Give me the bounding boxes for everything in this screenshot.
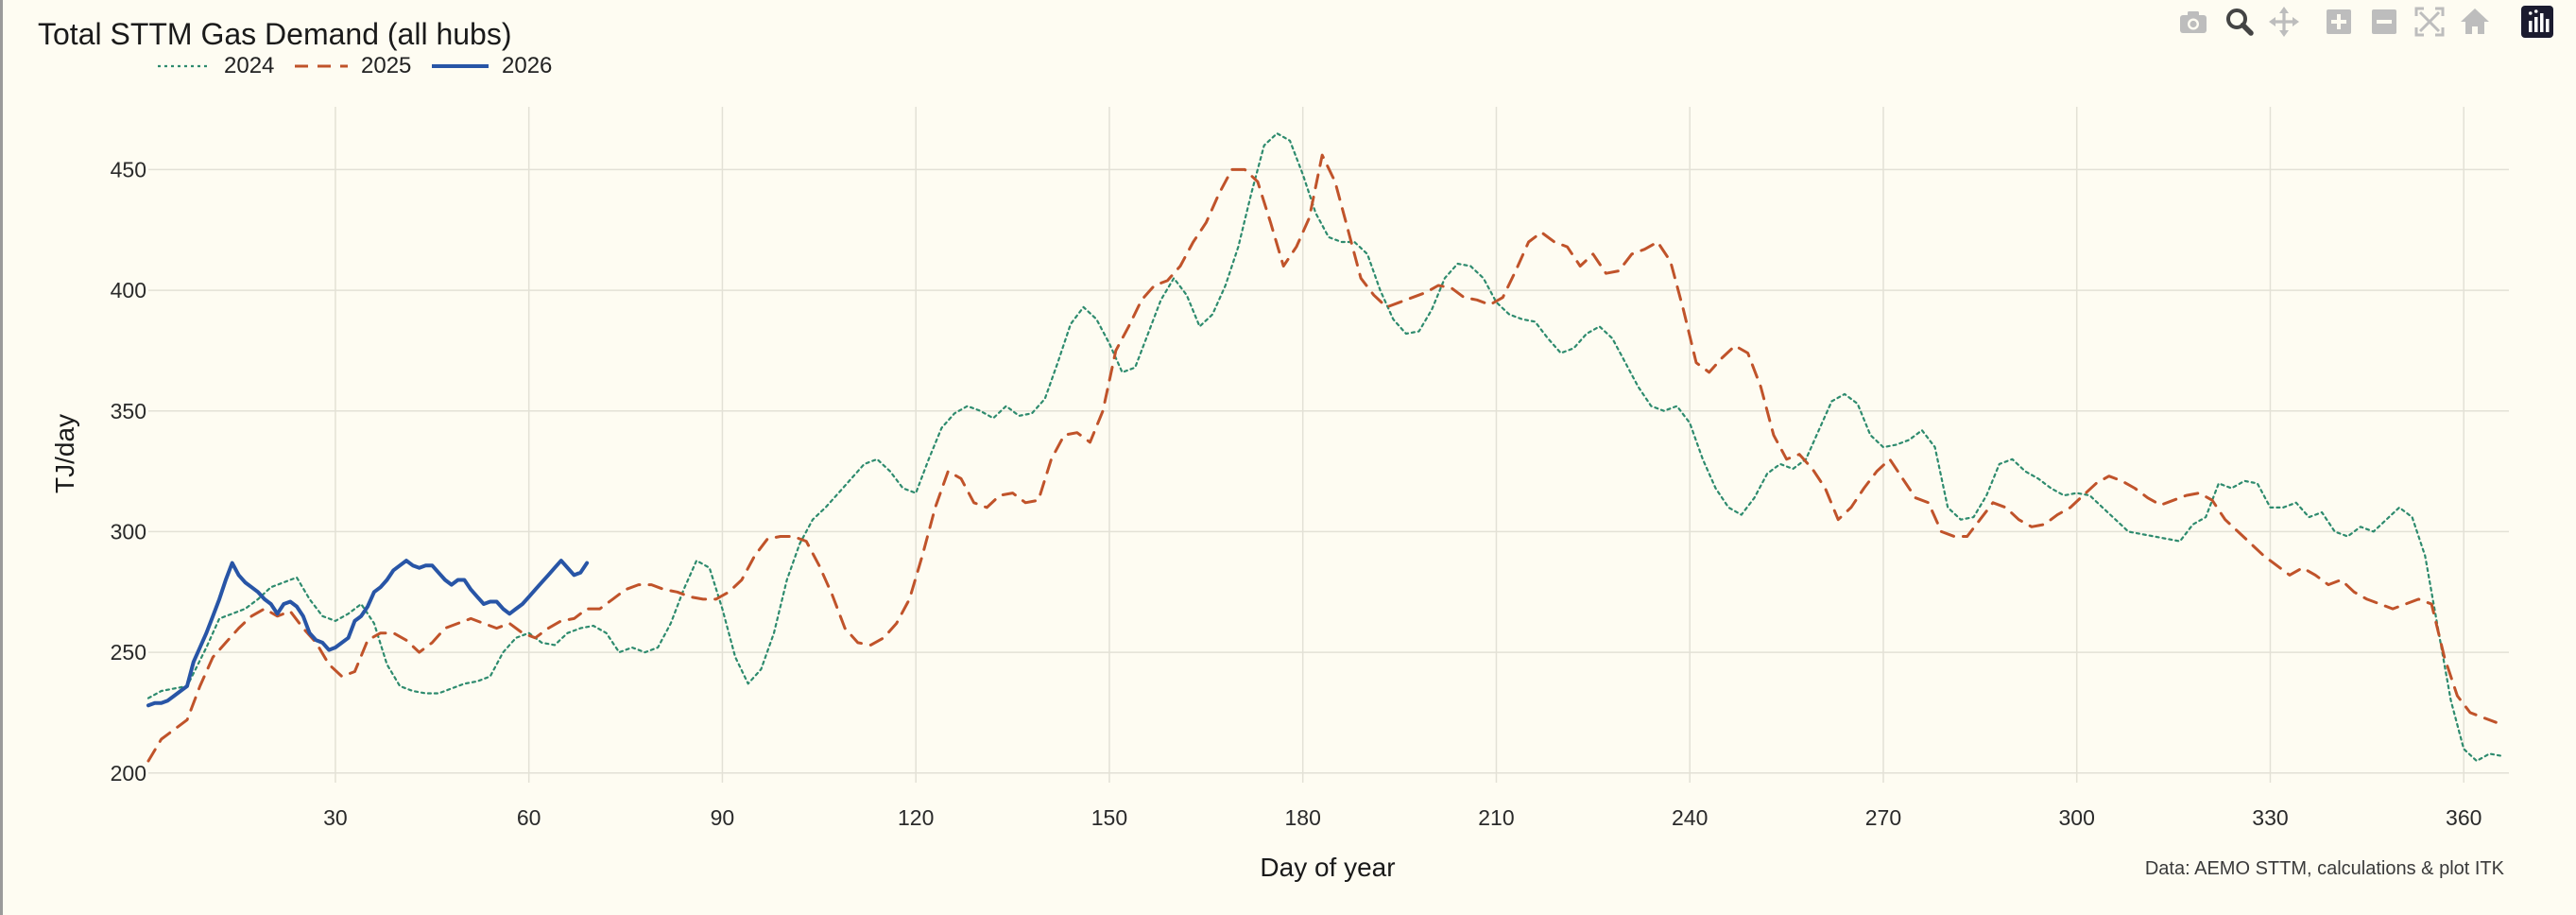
y-tick-label-450: 450	[111, 157, 146, 181]
legend-label-2024: 2024	[224, 53, 275, 78]
series-lines	[146, 132, 2504, 763]
series-line-2024	[146, 132, 2504, 763]
pan-icon[interactable]	[2266, 4, 2302, 40]
chart-title: Total STTM Gas Demand (all hubs)	[38, 17, 512, 51]
x-tick-label-210: 210	[1478, 805, 1514, 830]
zoom-icon[interactable]	[2222, 4, 2258, 40]
modebar	[2145, 2, 2576, 42]
y-tick-label-250: 250	[111, 640, 146, 665]
x-tick-label-240: 240	[1672, 805, 1708, 830]
x-axis-title: Day of year	[1260, 853, 1395, 882]
reset-axes-icon[interactable]	[2457, 4, 2493, 40]
x-tick-label-300: 300	[2059, 805, 2095, 830]
source-annotation: Data: AEMO STTM, calculations & plot ITK	[2145, 858, 2505, 879]
legend-label-2026: 2026	[502, 53, 553, 78]
autoscale-icon[interactable]	[2412, 4, 2447, 40]
x-tick-label-270: 270	[1865, 805, 1901, 830]
window-edge	[0, 0, 3, 915]
y-tick-label-300: 300	[111, 519, 146, 544]
tick-labels: 200 250 300 350 400 450 30 60 90 120 150 180 210 240 2…	[111, 157, 2482, 830]
x-tick-label-120: 120	[898, 805, 934, 830]
x-tick-label-360: 360	[2446, 805, 2482, 830]
x-tick-label-30: 30	[323, 805, 348, 830]
x-tick-label-60: 60	[517, 805, 541, 830]
zoom-in-icon[interactable]	[2321, 4, 2357, 40]
y-tick-label-400: 400	[111, 278, 146, 302]
series-line-2026	[146, 559, 590, 708]
y-tick-label-350: 350	[111, 399, 146, 423]
legend-label-2025: 2025	[361, 53, 412, 78]
y-axis-title: TJ/day	[50, 414, 79, 493]
camera-icon[interactable]	[2175, 4, 2211, 40]
legend-swatch-2026	[432, 64, 489, 68]
x-tick-label-180: 180	[1285, 805, 1321, 830]
plotly-logo-icon[interactable]	[2519, 4, 2555, 40]
series-line-2025	[146, 153, 2498, 763]
legend-swatch-2024	[158, 64, 211, 68]
legend-swatch-2025	[295, 64, 348, 68]
zoom-out-icon[interactable]	[2366, 4, 2402, 40]
x-tick-label-150: 150	[1091, 805, 1127, 830]
gridlines	[148, 107, 2509, 783]
x-tick-label-90: 90	[711, 805, 735, 830]
x-tick-label-330: 330	[2252, 805, 2288, 830]
y-tick-label-200: 200	[111, 761, 146, 786]
